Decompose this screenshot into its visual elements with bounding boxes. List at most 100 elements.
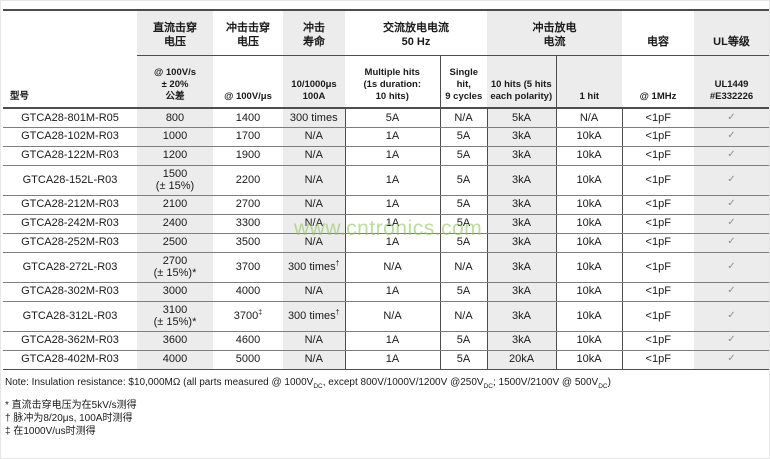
cell-single: 5A: [439, 331, 487, 351]
cell-cap: <1pF: [622, 252, 694, 283]
note-text: ; 1500V/2100V @ 500V: [492, 376, 599, 388]
table-row: GTCA28-302M-R03 3000 4000 N/A 1A 5A 3kA 10kA <1p…: [3, 282, 769, 302]
cell-hits10: 3kA: [486, 127, 556, 147]
cell-hit1: N/A: [555, 108, 623, 128]
cell-hit1: 10kA: [555, 252, 623, 283]
column-header-model: 型号: [3, 55, 137, 109]
cell-imp: 3700: [213, 252, 283, 283]
cell-single: 5A: [439, 146, 487, 166]
cell-hit1: 10kA: [555, 165, 623, 196]
cell-hits10: 3kA: [486, 146, 556, 166]
cell-model: GTCA28-302M-R03: [3, 282, 137, 302]
cell-model: GTCA28-312L-R03: [3, 301, 137, 332]
cell-hits10: 3kA: [486, 331, 556, 351]
cell-model: GTCA28-212M-R03: [3, 195, 137, 215]
column-header-dc-conditions: @ 100V/s ± 20% 公差: [137, 55, 213, 109]
cell-hits10: 3kA: [486, 195, 556, 215]
cell-model: GTCA28-801M-R05: [3, 108, 137, 128]
cell-cap: <1pF: [622, 331, 694, 351]
cell-model: GTCA28-362M-R03: [3, 331, 137, 351]
footnote-dagger: † 脉冲为8/20μs, 100A时测得: [5, 412, 133, 424]
cell-multi: N/A: [344, 252, 440, 283]
cell-life: N/A: [283, 233, 345, 253]
superscript-marker: †: [335, 260, 340, 268]
cell-imp: 3300: [213, 214, 283, 234]
watermark: www.cntronics.com: [294, 217, 483, 240]
group-impulse-discharge-current: 冲击放电 电流: [487, 9, 622, 56]
cell-hit1: 10kA: [555, 127, 623, 147]
cell-hits10: 3kA: [486, 282, 556, 302]
cell-single: 5A: [439, 195, 487, 215]
cell-dc: 1500 (± 15%): [137, 165, 213, 196]
cell-cap: <1pF: [622, 214, 694, 234]
cell-dc: 2500: [137, 233, 213, 253]
cell-single: N/A: [439, 301, 487, 332]
cell-ul: ✓: [694, 282, 769, 302]
cell-cap: <1pF: [622, 350, 694, 370]
group-impulse-breakdown-voltage: 冲击击穿 电压: [213, 9, 283, 56]
cell-hits10: 5kA: [486, 108, 556, 128]
cell-hit1: 10kA: [555, 146, 623, 166]
cell-model: GTCA28-402M-R03: [3, 350, 137, 370]
cell-hit1: 10kA: [555, 233, 623, 253]
cell-life: N/A: [283, 350, 345, 370]
cell-life: 300 times†: [283, 301, 345, 332]
column-header-multiple-hits: Multiple hits (1s duration: 10 hits): [345, 55, 440, 109]
cell-multi: 5A: [344, 108, 440, 128]
cell-multi: 1A: [344, 282, 440, 302]
column-header-10-hits: 10 hits (5 hits each polarity): [487, 55, 556, 109]
cell-dc: 2400: [137, 214, 213, 234]
cell-ul: ✓: [694, 108, 769, 128]
column-header-single-hit: Single hit, 9 cycles: [439, 55, 487, 109]
cell-imp: 4600: [213, 331, 283, 351]
cell-multi: 1A: [344, 331, 440, 351]
cell-ul: ✓: [694, 331, 769, 351]
cell-cap: <1pF: [622, 282, 694, 302]
cell-multi: 1A: [344, 350, 440, 370]
cell-life: N/A: [283, 214, 345, 234]
cell-single: N/A: [439, 252, 487, 283]
cell-life: N/A: [283, 331, 345, 351]
cell-model: GTCA28-272L-R03: [3, 252, 137, 283]
cell-single: 5A: [439, 127, 487, 147]
cell-dc: 1000: [137, 127, 213, 147]
cell-imp: 3700‡: [213, 301, 283, 332]
table-row: GTCA28-402M-R03 4000 5000 N/A 1A 5A 20kA 10kA <1…: [3, 350, 769, 370]
cell-imp: 2200: [213, 165, 283, 196]
table-row: GTCA28-242M-R03 2400 3300 N/A 1A 5A 3kA 10kA <1p…: [3, 214, 769, 234]
cell-imp: 4000: [213, 282, 283, 302]
cell-imp: 1700: [213, 127, 283, 147]
cell-single: 5A: [439, 350, 487, 370]
table-row: GTCA28-102M-R03 1000 1700 N/A 1A 5A 3kA 10kA <1p…: [3, 127, 769, 147]
table-body: GTCA28-801M-R05 800 1400 300 times 5A N/A 5kA N…: [3, 108, 769, 370]
footnotes: * 直流击穿电压为在5kV/s测得 † 脉冲为8/20μs, 100A时测得 ‡…: [5, 399, 765, 439]
note-text: , except 800V/1000V/1200V @250V: [322, 376, 484, 388]
cell-life: 300 times: [283, 108, 345, 128]
cell-ul: ✓: [694, 350, 769, 370]
cell-hits10: 3kA: [486, 233, 556, 253]
cell-dc: 1200: [137, 146, 213, 166]
cell-hit1: 10kA: [555, 195, 623, 215]
group-ac-discharge-current: 交流放电电流 50 Hz: [345, 9, 487, 56]
group-impulse-life: 冲击 寿命: [283, 9, 345, 56]
cell-cap: <1pF: [622, 108, 694, 128]
cell-model: GTCA28-152L-R03: [3, 165, 137, 196]
table-row: GTCA28-152L-R03 1500 (± 15%) 2200 N/A 1A 5A 3k…: [3, 165, 769, 196]
cell-hit1: 10kA: [555, 301, 623, 332]
cell-cap: <1pF: [622, 146, 694, 166]
cell-hits10: 3kA: [486, 214, 556, 234]
cell-ul: ✓: [694, 233, 769, 253]
cell-ul: ✓: [694, 165, 769, 196]
cell-multi: 1A: [344, 233, 440, 253]
note-subscript-dc-3: DC: [598, 382, 608, 390]
cell-cap: <1pF: [622, 127, 694, 147]
cell-life: 300 times†: [283, 252, 345, 283]
cell-hit1: 10kA: [555, 331, 623, 351]
footnote-asterisk: * 直流击穿电压为在5kV/s测得: [5, 399, 137, 411]
cell-hit1: 10kA: [555, 214, 623, 234]
cell-hit1: 10kA: [555, 282, 623, 302]
note-subscript-dc-2: DC: [483, 382, 493, 390]
cell-model: GTCA28-242M-R03: [3, 214, 137, 234]
cell-model: GTCA28-102M-R03: [3, 127, 137, 147]
